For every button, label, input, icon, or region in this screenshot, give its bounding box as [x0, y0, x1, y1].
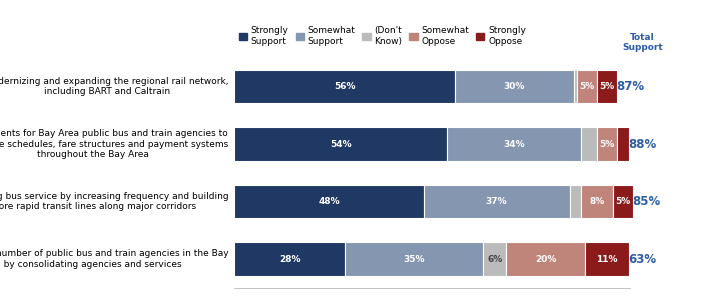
- Bar: [483, 242, 506, 276]
- Bar: [597, 128, 617, 161]
- Text: 87%: 87%: [617, 80, 645, 93]
- Bar: [577, 70, 597, 103]
- Bar: [234, 128, 447, 161]
- Text: 5%: 5%: [599, 140, 615, 149]
- Text: 5%: 5%: [579, 82, 595, 91]
- Bar: [574, 70, 577, 103]
- Text: 5%: 5%: [615, 197, 630, 206]
- Bar: [617, 128, 629, 161]
- Text: 6%: 6%: [487, 255, 502, 263]
- Text: 88%: 88%: [628, 138, 657, 151]
- Text: 85%: 85%: [633, 195, 660, 208]
- Text: 28%: 28%: [279, 255, 300, 263]
- Bar: [447, 128, 581, 161]
- Bar: [234, 185, 424, 218]
- Text: 30%: 30%: [503, 82, 525, 91]
- Text: 34%: 34%: [503, 140, 525, 149]
- Bar: [569, 185, 581, 218]
- Bar: [585, 242, 629, 276]
- Legend: Strongly
Support, Somewhat
Support, (Don't
Know), Somewhat
Oppose, Strongly
Oppo: Strongly Support, Somewhat Support, (Don…: [239, 26, 526, 46]
- Text: 54%: 54%: [330, 140, 351, 149]
- Text: 48%: 48%: [318, 197, 340, 206]
- Text: 63%: 63%: [628, 252, 657, 266]
- Bar: [581, 185, 613, 218]
- Text: 11%: 11%: [596, 255, 618, 263]
- Text: 20%: 20%: [535, 255, 557, 263]
- Bar: [424, 185, 569, 218]
- Text: 8%: 8%: [589, 197, 605, 206]
- Bar: [345, 242, 483, 276]
- Bar: [597, 70, 617, 103]
- Text: Total
Support: Total Support: [622, 33, 663, 52]
- Bar: [234, 242, 345, 276]
- Bar: [455, 70, 574, 103]
- Bar: [581, 128, 597, 161]
- Bar: [234, 70, 455, 103]
- Text: 56%: 56%: [334, 82, 356, 91]
- Bar: [506, 242, 585, 276]
- Bar: [613, 185, 633, 218]
- Text: 5%: 5%: [599, 82, 615, 91]
- Text: 35%: 35%: [403, 255, 425, 263]
- Text: 37%: 37%: [486, 197, 508, 206]
